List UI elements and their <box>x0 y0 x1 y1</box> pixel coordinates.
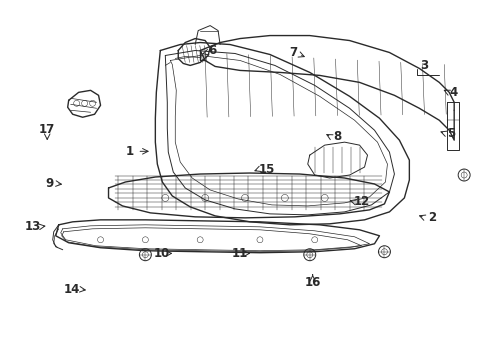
Text: 15: 15 <box>258 163 274 176</box>
Text: 11: 11 <box>231 247 247 260</box>
Circle shape <box>303 249 315 261</box>
Text: 2: 2 <box>427 211 435 224</box>
Circle shape <box>457 169 469 181</box>
Text: 9: 9 <box>45 177 54 190</box>
Text: 6: 6 <box>208 44 217 57</box>
Text: 13: 13 <box>24 220 41 233</box>
Text: 14: 14 <box>63 283 80 296</box>
Text: 12: 12 <box>352 195 369 208</box>
Text: 17: 17 <box>39 123 55 136</box>
Text: 4: 4 <box>449 86 457 99</box>
Circle shape <box>378 246 389 258</box>
Text: 5: 5 <box>447 127 455 140</box>
Text: 1: 1 <box>126 145 134 158</box>
Text: 8: 8 <box>332 130 341 144</box>
Text: 16: 16 <box>304 276 320 289</box>
Text: 7: 7 <box>288 46 297 59</box>
Circle shape <box>139 249 151 261</box>
Text: 3: 3 <box>420 59 428 72</box>
Text: 10: 10 <box>153 247 169 260</box>
